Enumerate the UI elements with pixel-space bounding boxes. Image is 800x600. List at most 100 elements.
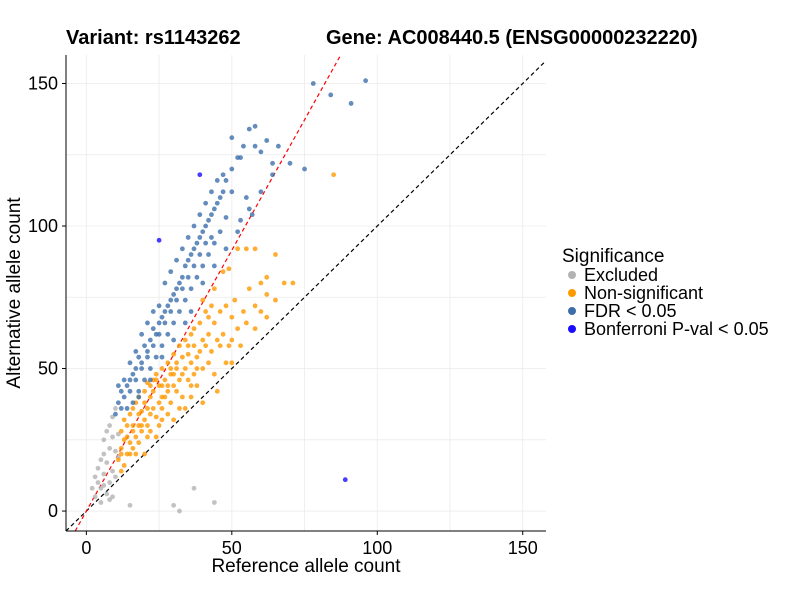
point-fdr-0-05 [287,160,293,166]
legend-label-bonferroni-p-val-0-05: Bonferroni P-val < 0.05 [584,319,769,339]
point-fdr-0-05 [162,320,168,326]
point-excluded [101,482,107,488]
legend-title: Significance [562,246,664,267]
point-fdr-0-05 [203,200,209,206]
point-non-significant [179,354,185,360]
point-fdr-0-05 [194,240,200,246]
point-non-significant [130,428,136,434]
point-non-significant [191,343,197,349]
point-fdr-0-05 [133,377,139,383]
point-non-significant [200,400,206,406]
y-tick-label: 150 [28,74,58,94]
point-non-significant [150,406,156,411]
point-non-significant [153,377,159,383]
point-excluded [127,502,133,508]
point-non-significant [159,366,165,371]
point-non-significant [232,297,238,303]
point-non-significant [203,343,209,349]
point-non-significant [159,406,165,411]
point-non-significant [147,428,153,434]
reference-lines [65,54,547,532]
point-fdr-0-05 [191,263,197,269]
point-fdr-0-05 [223,246,229,252]
point-non-significant [147,383,153,389]
point-excluded [107,423,113,428]
point-non-significant [281,280,287,286]
point-excluded [92,474,98,480]
point-non-significant [229,337,235,343]
point-fdr-0-05 [179,286,185,292]
point-non-significant [258,280,264,286]
point-fdr-0-05 [156,320,162,326]
point-non-significant [264,314,270,320]
point-non-significant [194,366,200,371]
point-non-significant [252,303,258,309]
point-non-significant [133,451,139,457]
point-fdr-0-05 [150,343,156,349]
point-fdr-0-05 [200,280,206,286]
point-non-significant [159,417,165,423]
point-non-significant [179,394,185,400]
point-fdr-0-05 [113,411,118,417]
point-non-significant [246,286,252,292]
legend-key-excluded [568,271,576,279]
point-excluded [211,500,217,505]
point-non-significant [197,320,203,326]
legend-key-fdr-0-05 [568,307,576,315]
point-excluded [104,428,110,434]
point-fdr-0-05 [177,280,182,286]
point-fdr-0-05 [188,286,194,292]
point-excluded [171,502,177,508]
point-excluded [101,437,107,443]
point-fdr-0-05 [156,331,162,337]
point-non-significant [238,343,243,349]
point-non-significant [142,400,147,406]
point-non-significant [174,366,179,371]
point-excluded [107,480,113,485]
point-fdr-0-05 [185,257,191,263]
point-non-significant [118,451,124,457]
point-bonferroni-p-val-0-05 [342,477,348,483]
point-non-significant [165,383,171,389]
y-ticks: 0 50 100 150 [28,74,66,521]
point-fdr-0-05 [249,212,255,218]
point-fdr-0-05 [223,178,229,183]
point-excluded [101,451,107,457]
point-fdr-0-05 [162,309,168,314]
point-fdr-0-05 [153,354,159,360]
point-fdr-0-05 [133,349,139,354]
y-tick-label: 50 [38,359,58,379]
y-tick-label: 100 [28,216,58,236]
point-fdr-0-05 [168,297,174,303]
point-fdr-0-05 [252,143,258,149]
point-non-significant [118,468,124,474]
point-fdr-0-05 [217,195,223,200]
point-non-significant [191,326,197,332]
point-fdr-0-05 [270,172,275,178]
point-excluded [92,494,98,500]
point-non-significant [182,366,188,371]
point-fdr-0-05 [185,274,191,280]
point-non-significant [229,314,235,320]
point-fdr-0-05 [130,371,136,377]
point-excluded [98,457,104,463]
point-fdr-0-05 [229,189,235,195]
point-fdr-0-05 [121,377,127,383]
point-non-significant [220,331,226,337]
point-fdr-0-05 [211,263,217,269]
point-non-significant [162,377,168,383]
point-non-significant [147,411,153,417]
point-non-significant [209,349,214,354]
point-non-significant [159,383,165,389]
point-excluded [107,445,113,451]
x-tick-label: 50 [222,538,242,558]
point-fdr-0-05 [171,320,177,326]
x-ticks: 0 50 100 150 [81,531,538,558]
point-fdr-0-05 [142,343,147,349]
point-non-significant [226,343,232,349]
point-non-significant [165,388,171,394]
point-fdr-0-05 [238,217,243,223]
point-fdr-0-05 [124,406,130,411]
point-fdr-0-05 [220,172,226,178]
point-fdr-0-05 [150,309,156,314]
